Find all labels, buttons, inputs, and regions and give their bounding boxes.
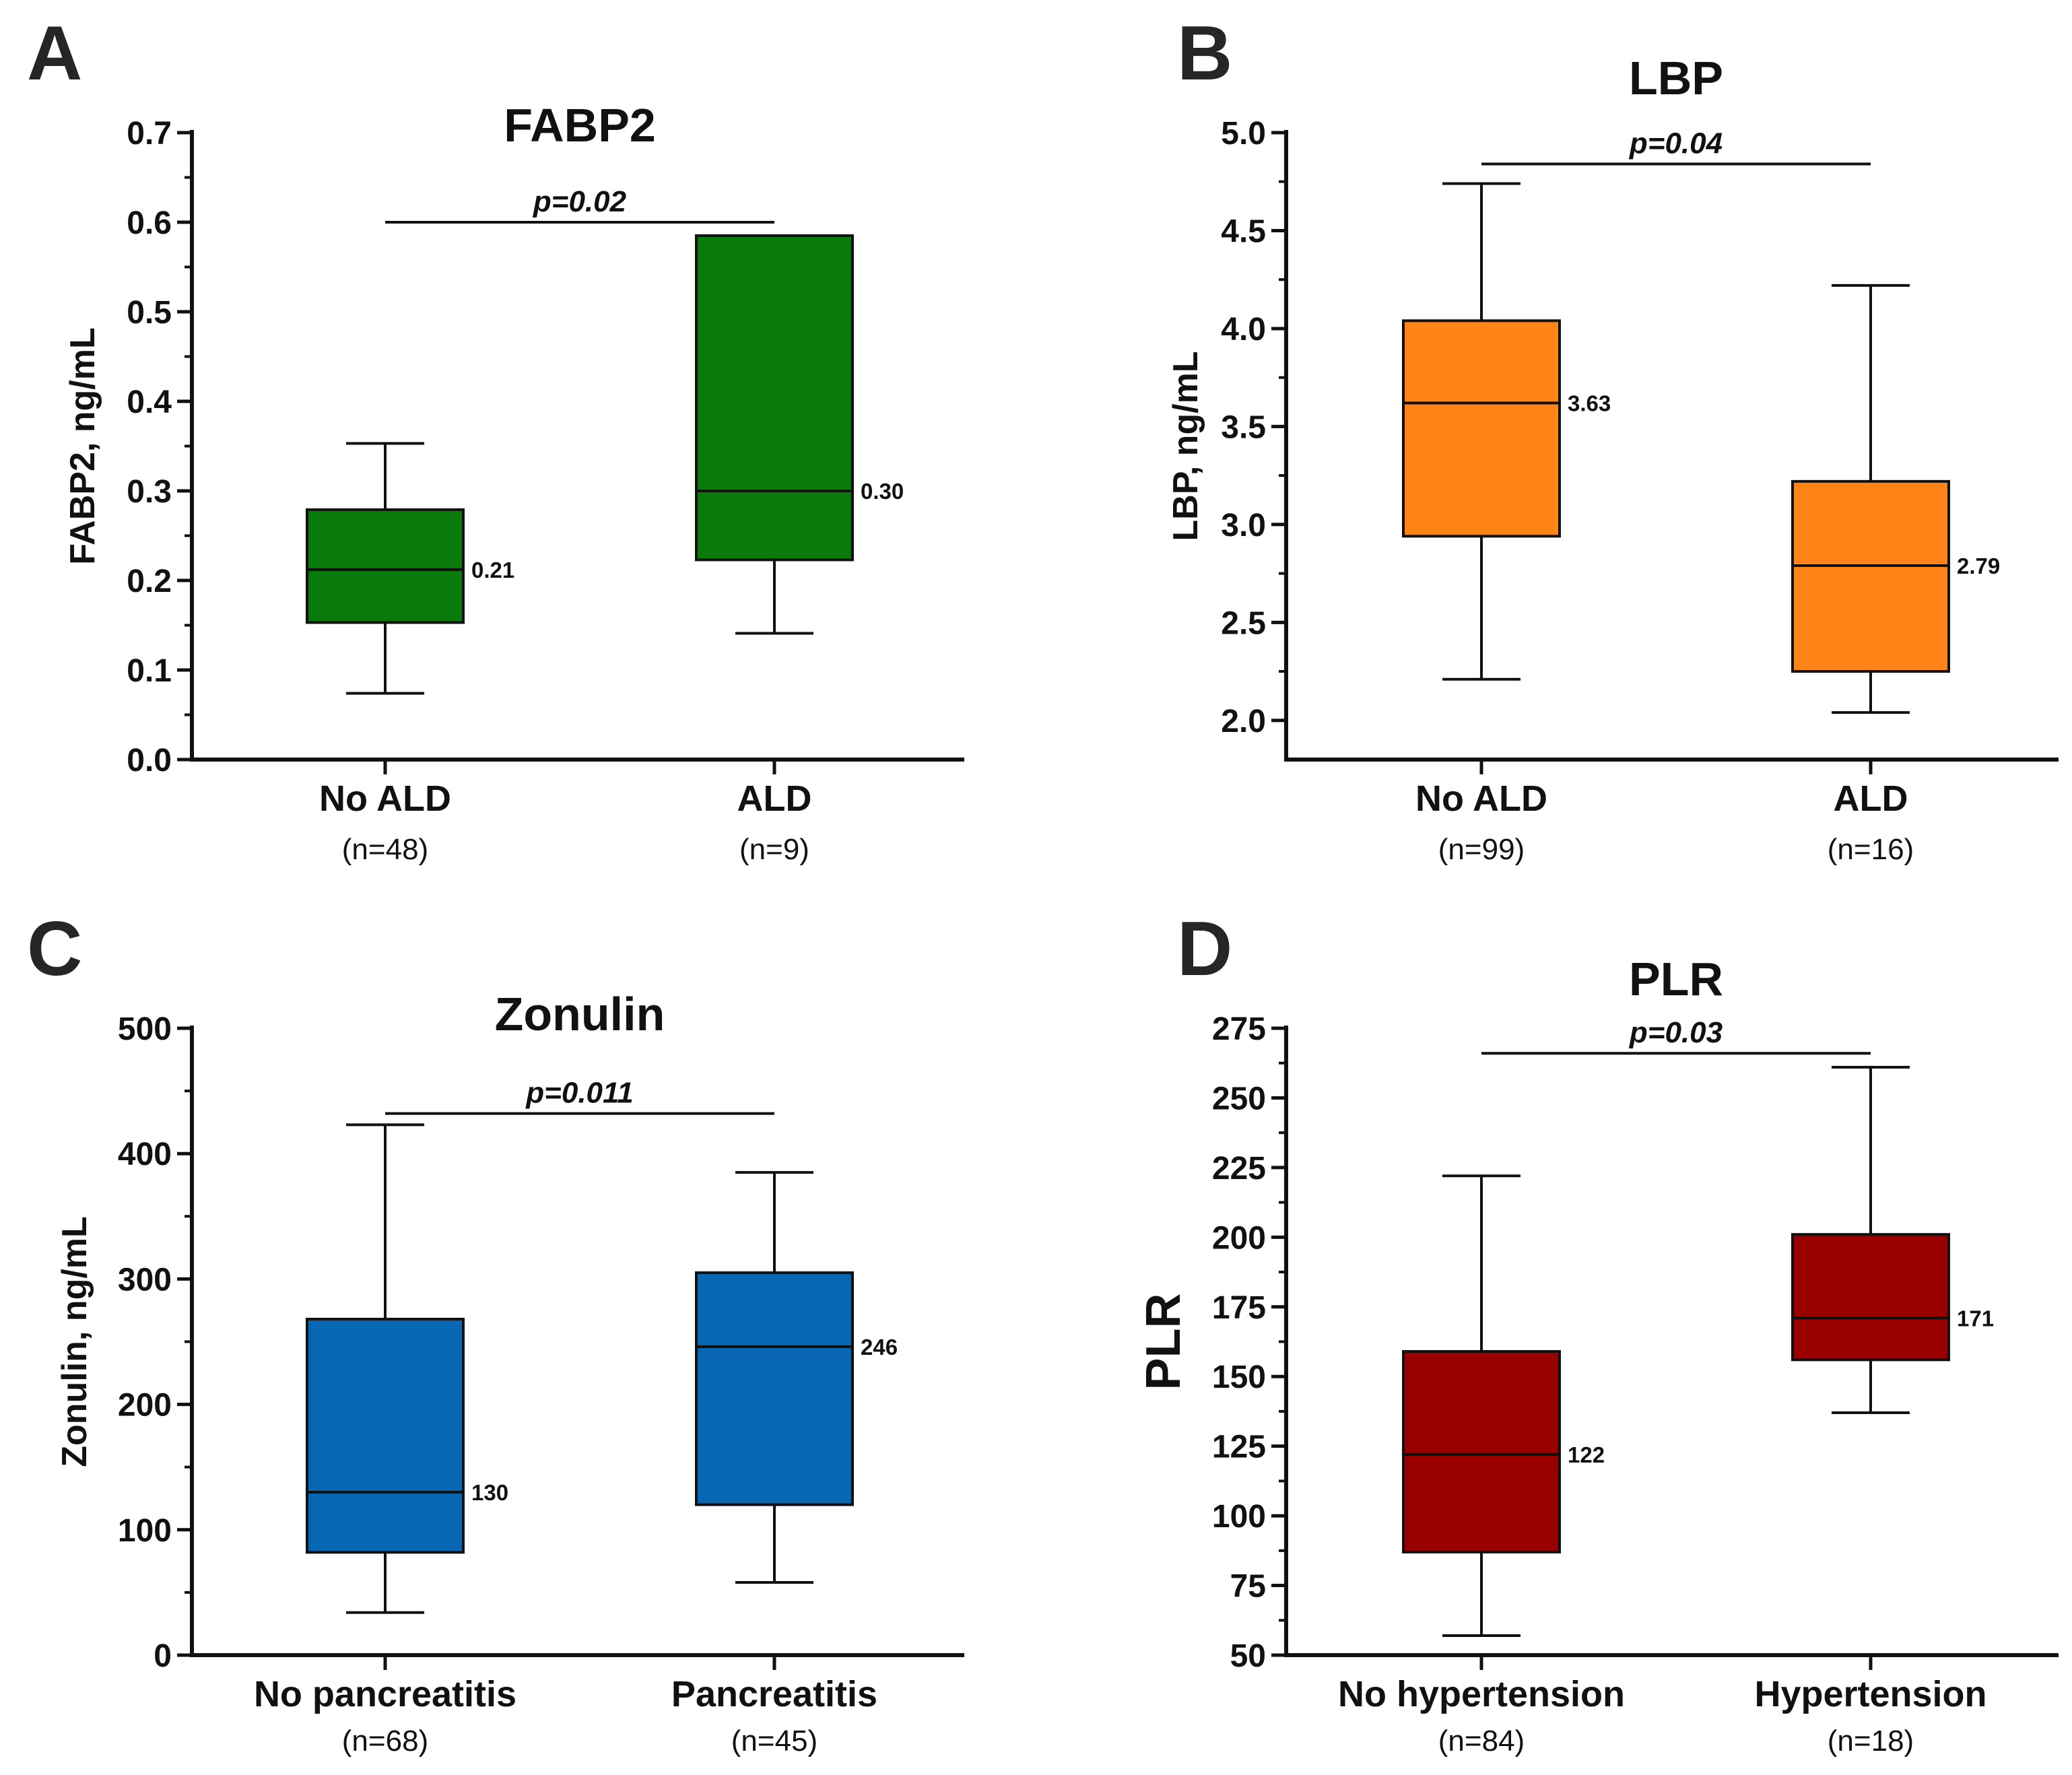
- median-label: 0.21: [471, 558, 514, 582]
- panel-d: D PLR PLR 50 75 100 125 150 175 200 225 250 275 122 No…: [1137, 906, 2059, 1757]
- y-axis-label: Zonulin, ng/mL: [55, 1216, 94, 1467]
- y-tick-label: 0.4: [127, 384, 172, 420]
- box-1: 3.63 No ALD (n=99): [1402, 182, 1611, 866]
- y-tick-label: 300: [118, 1262, 172, 1298]
- median-label: 122: [1568, 1442, 1605, 1467]
- median-label: 2.79: [1957, 554, 2000, 578]
- category-label: No hypertension: [1338, 1674, 1625, 1714]
- iqr-box: [306, 1317, 465, 1554]
- category-label: No ALD: [319, 778, 451, 819]
- box-2: 246 Pancreatitis (n=45): [671, 1171, 898, 1757]
- y-axis-label: LBP, ng/mL: [1166, 351, 1205, 541]
- p-value-label: p=0.011: [525, 1077, 633, 1110]
- n-label: (n=68): [342, 1724, 428, 1757]
- category-label: No ALD: [1415, 778, 1547, 819]
- y-tick-label: 0.1: [127, 653, 172, 689]
- y-tick-label: 250: [1212, 1081, 1266, 1116]
- y-tick-label: 0: [154, 1638, 172, 1674]
- n-label: (n=16): [1828, 833, 1914, 866]
- box-2: 2.79 ALD (n=16): [1791, 283, 2000, 866]
- panel-letter: C: [27, 906, 82, 992]
- iqr-box: [306, 508, 465, 624]
- n-label: (n=9): [739, 833, 809, 866]
- chart-title: Zonulin: [495, 988, 665, 1040]
- y-tick-label: 75: [1230, 1569, 1266, 1605]
- category-label: ALD: [737, 778, 812, 819]
- box-2: 171 Hypertension (n=18): [1754, 1065, 1994, 1757]
- panel-letter: B: [1177, 11, 1232, 96]
- p-value-label: p=0.03: [1629, 1016, 1723, 1049]
- y-tick-label: 225: [1212, 1151, 1266, 1186]
- category-label: No pancreatitis: [254, 1674, 516, 1714]
- category-label: Hypertension: [1754, 1674, 1986, 1714]
- y-tick-label: 0.5: [127, 295, 172, 331]
- y-tick-label: 50: [1230, 1638, 1266, 1674]
- p-value-label: p=0.04: [1629, 127, 1723, 160]
- y-tick-label: 5.0: [1221, 116, 1266, 152]
- box-1: 130 No pancreatitis (n=68): [254, 1123, 516, 1757]
- iqr-box: [1402, 1349, 1561, 1553]
- median-label: 171: [1957, 1306, 1994, 1331]
- iqr-box: [1791, 479, 1950, 673]
- chart-title: PLR: [1629, 953, 1723, 1005]
- panel-letter: D: [1177, 906, 1232, 992]
- y-tick-label: 4.0: [1221, 312, 1266, 347]
- n-label: (n=18): [1828, 1724, 1914, 1757]
- y-tick-label: 200: [1212, 1220, 1266, 1256]
- panel-c: C Zonulin Zonulin, ng/mL 0 100 200 300 400 500 13…: [27, 906, 964, 1757]
- panel-b: B LBP LBP, ng/mL 2.0 2.5 3.0 3.5 4.0 4.5 5.0 3.63 N…: [1166, 11, 2059, 866]
- iqr-box: [695, 1271, 854, 1506]
- median-label: 130: [471, 1480, 508, 1505]
- median-label: 0.30: [861, 479, 904, 504]
- y-tick-label: 275: [1212, 1011, 1266, 1047]
- median-label: 246: [861, 1335, 898, 1360]
- box-1: 122 No hypertension (n=84): [1338, 1174, 1625, 1757]
- y-axis-label: FABP2, ng/mL: [63, 327, 102, 564]
- iqr-box: [1791, 1233, 1950, 1362]
- y-tick-label: 2.5: [1221, 605, 1266, 641]
- box-1: 0.21 No ALD (n=48): [306, 442, 514, 866]
- p-value-label: p=0.02: [533, 185, 627, 218]
- y-tick-label: 150: [1212, 1360, 1266, 1395]
- y-tick-label: 0.7: [127, 116, 172, 152]
- n-label: (n=99): [1438, 833, 1525, 866]
- y-tick-label: 0.3: [127, 474, 172, 510]
- y-tick-label: 100: [1212, 1499, 1266, 1535]
- box-2: 0.30 ALD (n=9): [695, 234, 904, 866]
- y-tick-label: 175: [1212, 1290, 1266, 1326]
- chart-title: FABP2: [504, 99, 656, 152]
- y-tick-label: 125: [1212, 1430, 1266, 1465]
- y-tick-label: 200: [118, 1388, 172, 1424]
- y-tick-label: 0.0: [127, 743, 172, 778]
- y-tick-label: 500: [118, 1011, 172, 1047]
- y-tick-label: 2.0: [1221, 704, 1266, 739]
- panel-letter: A: [27, 11, 82, 96]
- y-tick-label: 4.5: [1221, 213, 1266, 249]
- n-label: (n=84): [1438, 1724, 1525, 1757]
- y-tick-label: 400: [118, 1137, 172, 1172]
- y-tick-label: 0.6: [127, 205, 172, 241]
- iqr-box: [1402, 319, 1561, 538]
- median-label: 3.63: [1568, 391, 1611, 415]
- y-tick-label: 3.0: [1221, 508, 1266, 543]
- iqr-box: [695, 234, 854, 562]
- category-label: ALD: [1834, 778, 1908, 819]
- n-label: (n=45): [731, 1724, 817, 1757]
- category-label: Pancreatitis: [671, 1674, 877, 1714]
- n-label: (n=48): [342, 833, 428, 866]
- y-tick-label: 3.5: [1221, 409, 1266, 445]
- y-tick-label: 100: [118, 1513, 172, 1549]
- panel-a: A FABP2 FABP2, ng/mL 0.0 0.1 0.2 0.3 0.4 0.5 0.6 0…: [27, 11, 964, 866]
- y-axis-label: PLR: [1137, 1294, 1191, 1391]
- y-tick-label: 0.2: [127, 564, 172, 599]
- chart-title: LBP: [1629, 52, 1723, 104]
